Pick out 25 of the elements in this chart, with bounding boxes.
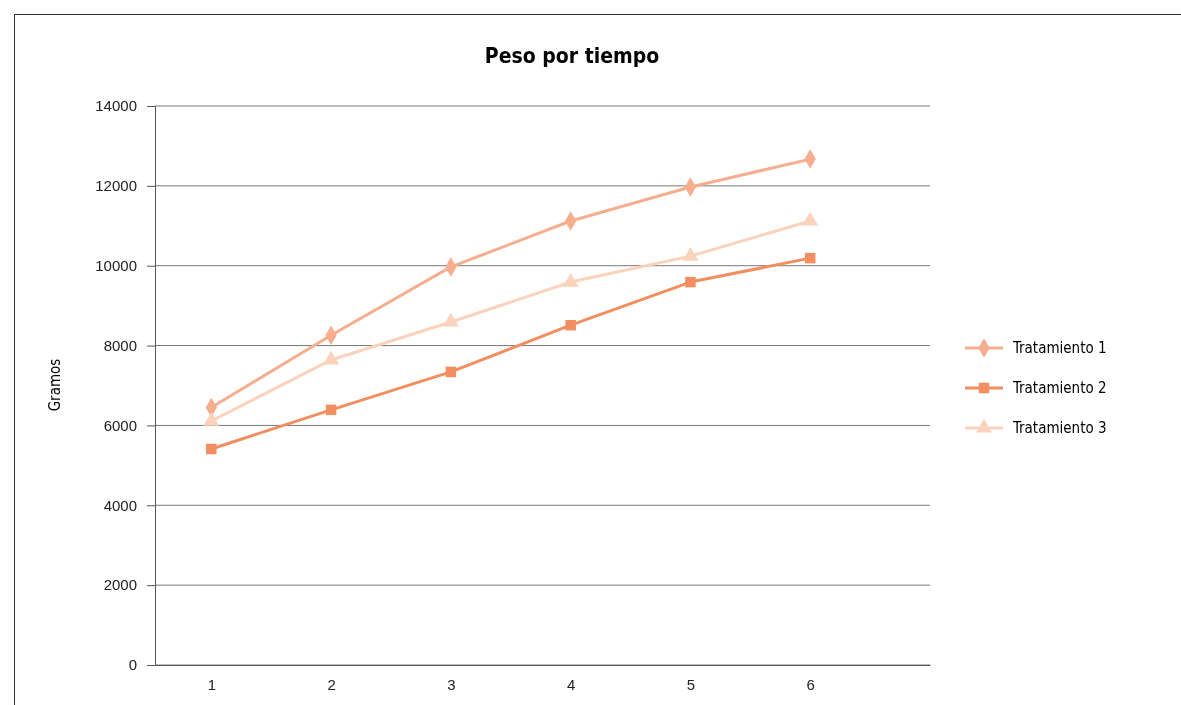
y-tick-label: 0	[128, 656, 137, 674]
point	[325, 404, 337, 416]
point	[445, 366, 457, 378]
point	[685, 276, 696, 288]
y-tick-label: 14000	[95, 97, 137, 115]
legend-label: Tratamiento 1	[1012, 339, 1107, 357]
legend-label: Tratamiento 2	[1012, 379, 1107, 397]
y-axis-title: Gramos	[46, 358, 64, 412]
point	[804, 252, 816, 264]
x-tick-label: 3	[447, 675, 456, 693]
x-tick-label: 4	[566, 675, 576, 693]
x-tick-label: 5	[686, 675, 696, 693]
x-tick-label: 1	[207, 675, 216, 693]
chart-title: Peso por tiempo	[484, 44, 660, 68]
y-tick-label: 8000	[103, 336, 137, 354]
x-tick-label: 2	[327, 675, 336, 693]
point	[565, 319, 576, 331]
y-tick-label: 6000	[103, 416, 137, 434]
y-tick-label: 4000	[103, 496, 137, 514]
legend-label: Tratamiento 3	[1012, 419, 1107, 437]
x-tick-label: 6	[806, 675, 815, 693]
y-tick-label: 12000	[95, 177, 137, 195]
y-tick-label: 2000	[103, 576, 137, 594]
point	[206, 443, 217, 455]
y-tick-label: 10000	[95, 257, 137, 275]
